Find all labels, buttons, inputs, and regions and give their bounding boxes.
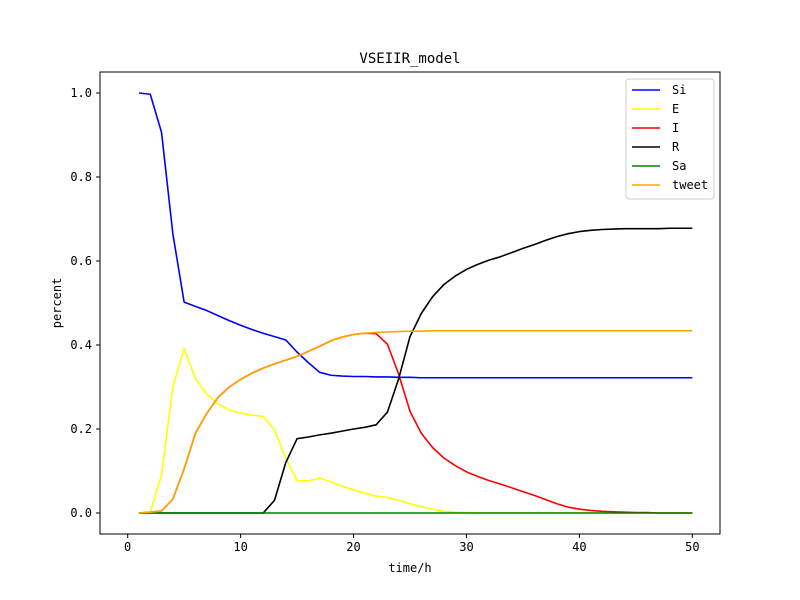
y-tick-label: 0.2 xyxy=(70,422,92,436)
series-line-si xyxy=(138,92,693,379)
legend-label-tweet: tweet xyxy=(672,178,708,192)
x-tick-label: 0 xyxy=(124,540,131,554)
x-tick-label: 20 xyxy=(346,540,360,554)
y-tick-label: 1.0 xyxy=(70,86,92,100)
x-tick-label: 40 xyxy=(572,540,586,554)
plot-area xyxy=(100,72,720,534)
series-line-tweet xyxy=(138,329,693,514)
y-tick-label: 0.4 xyxy=(70,338,92,352)
legend-label-si: Si xyxy=(672,83,686,97)
x-tick-label: 30 xyxy=(459,540,473,554)
x-tick-label: 50 xyxy=(685,540,699,554)
y-axis-label: percent xyxy=(50,278,64,329)
chart-title: VSEIIR_model xyxy=(359,51,460,67)
legend-label-i: I xyxy=(672,121,679,135)
plot-background xyxy=(100,72,720,534)
y-tick-label: 0.0 xyxy=(70,506,92,520)
x-tick-label: 10 xyxy=(233,540,247,554)
legend-label-e: E xyxy=(672,102,679,116)
legend-label-sa: Sa xyxy=(672,159,686,173)
legend: Si EIR Sa tweet xyxy=(625,78,715,200)
y-tick-label: 0.6 xyxy=(70,254,92,268)
legend-label-r: R xyxy=(672,140,680,154)
series-group xyxy=(138,92,693,514)
x-axis-label: time/h xyxy=(388,561,431,575)
axes-frame xyxy=(99,71,721,535)
axes-group: 0 10 20 30 40 50 0.0 0.2 0.4 0.6 0.8 1.0 xyxy=(70,71,721,554)
y-tick-label: 0.8 xyxy=(70,170,92,184)
